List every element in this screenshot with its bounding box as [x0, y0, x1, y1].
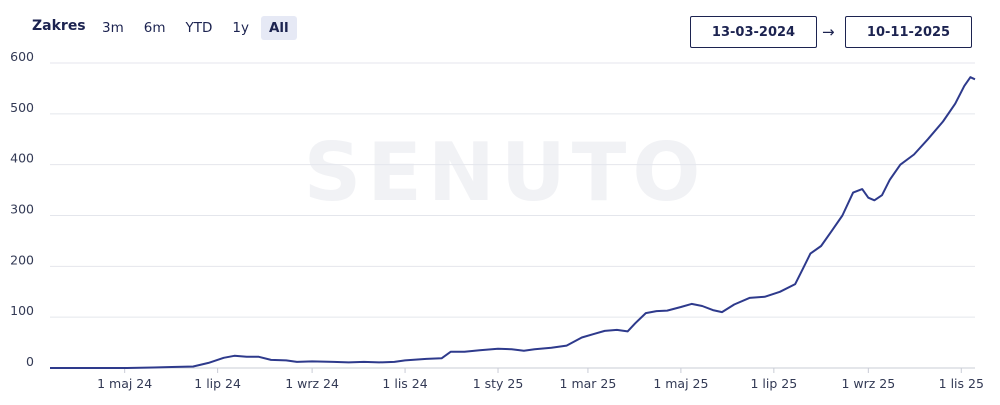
y-tick-label: 0 [26, 354, 34, 369]
y-tick-label: 500 [10, 100, 34, 115]
range-button-6m[interactable]: 6m [136, 16, 174, 40]
series-line [50, 76, 976, 369]
arrow-right-icon: → [822, 23, 835, 41]
y-tick-label: 300 [10, 202, 34, 217]
x-tick-label: 1 lis 24 [382, 376, 427, 391]
x-axis: 1 maj 24 1 lip 24 1 wrz 24 1 lis 24 1 sty 25… [50, 367, 984, 391]
x-tick-label: 1 wrz 25 [841, 376, 895, 391]
date-to-input[interactable] [845, 16, 972, 48]
range-button-1y[interactable]: 1y [224, 16, 257, 40]
range-button-ytd[interactable]: YTD [178, 16, 221, 40]
x-tick-label: 1 wrz 24 [285, 376, 339, 391]
y-axis: 0 100 200 300 400 500 600 [10, 49, 34, 369]
x-tick-label: 1 maj 24 [97, 376, 152, 391]
toolbar: Zakres 3m 6m YTD 1y All → [0, 0, 1000, 56]
range-buttons: 3m 6m YTD 1y All [94, 16, 301, 40]
y-tick-label: 400 [10, 151, 34, 166]
x-tick-label: 1 lip 25 [751, 376, 798, 391]
y-tick-label: 200 [10, 252, 34, 267]
y-tick-label: 600 [10, 49, 34, 64]
x-tick-label: 1 lis 25 [939, 376, 984, 391]
x-tick-label: 1 sty 25 [473, 376, 524, 391]
x-tick-label: 1 maj 25 [653, 376, 708, 391]
range-label: Zakres [32, 18, 86, 34]
watermark: SENUTO [304, 126, 707, 219]
date-from-input[interactable] [690, 16, 817, 48]
range-button-all[interactable]: All [260, 16, 297, 40]
x-tick-label: 1 mar 25 [560, 376, 617, 391]
range-button-3m[interactable]: 3m [94, 16, 132, 40]
y-tick-label: 100 [10, 303, 34, 318]
grid-layer [50, 62, 975, 369]
x-tick-label: 1 lip 24 [194, 376, 241, 391]
